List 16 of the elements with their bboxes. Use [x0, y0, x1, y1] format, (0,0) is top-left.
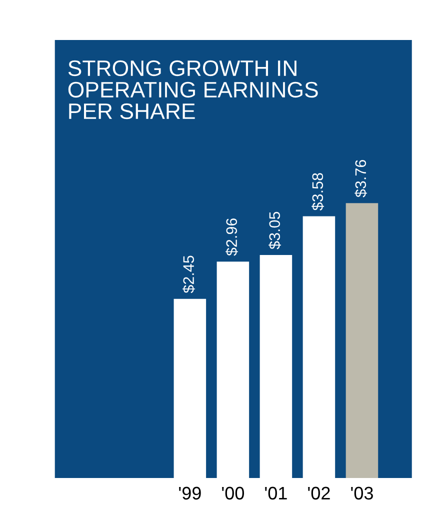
x-tick-label: '00: [222, 486, 244, 500]
bar: [260, 254, 292, 478]
data-label: $2.45: [182, 256, 195, 294]
data-label: $3.76: [354, 160, 367, 198]
x-tick-label: '01: [265, 486, 287, 500]
data-label: $3.58: [312, 173, 324, 211]
x-tick-label: '03: [351, 486, 373, 500]
bar: [216, 262, 250, 478]
chart-title: STRONG GROWTH IN OPERATING EARNINGS PER SHARE: [68, 60, 318, 120]
x-tick-label: '99: [179, 486, 201, 500]
bar: [346, 203, 378, 478]
data-label: $3.05: [268, 212, 281, 250]
x-tick-label: '02: [308, 486, 330, 500]
bar: [174, 298, 206, 478]
bar: [302, 216, 336, 478]
data-label: $2.96: [226, 218, 238, 256]
